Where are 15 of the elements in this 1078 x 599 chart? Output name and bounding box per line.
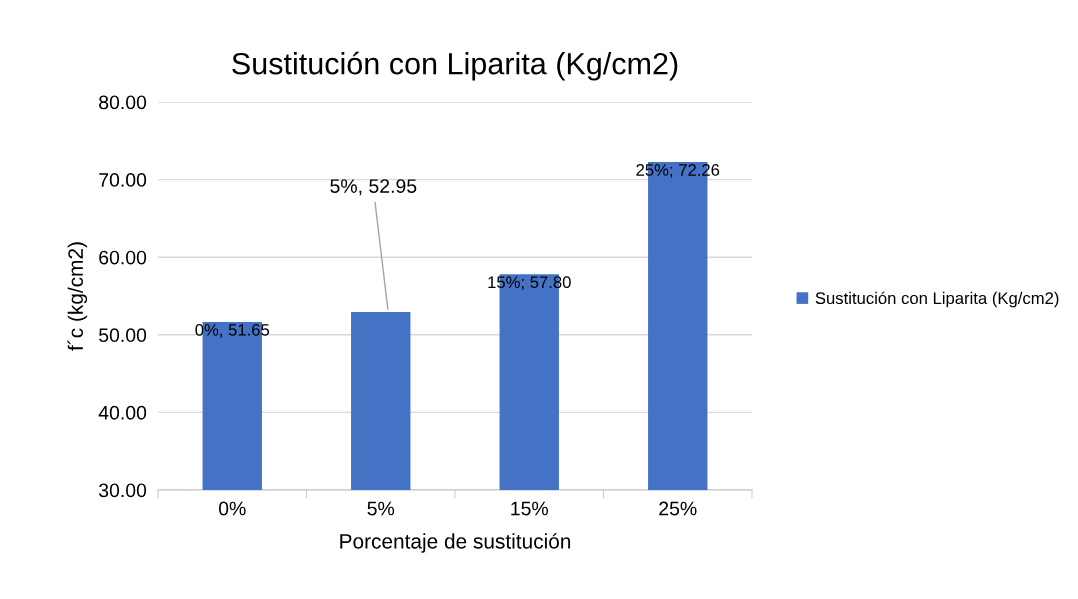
y-axis-title: f´c (kg/cm2)	[67, 242, 88, 351]
y-tick-label: 40.00	[98, 405, 147, 420]
y-tick-label: 30.00	[98, 483, 147, 498]
x-tick-label: 5%	[367, 501, 395, 516]
x-tick-label: 15%	[511, 501, 549, 516]
y-tick-label: 70.00	[99, 173, 147, 187]
chart-title: Sustitución con Liparita (Kg/cm2)	[232, 51, 678, 81]
x-tick-label: 25%	[659, 501, 697, 516]
legend-label: Sustitución con Liparita (Kg/cm2)	[815, 291, 1059, 308]
x-axis-title: Porcentaje de sustitución	[340, 533, 571, 553]
y-tick-label: 80.00	[99, 95, 147, 110]
y-tick-label: 60.00	[99, 250, 147, 265]
y-tick-label: 50.00	[99, 328, 147, 343]
x-tick-label: 0%	[218, 501, 246, 516]
data-label: 5%, 52.95	[330, 179, 417, 196]
